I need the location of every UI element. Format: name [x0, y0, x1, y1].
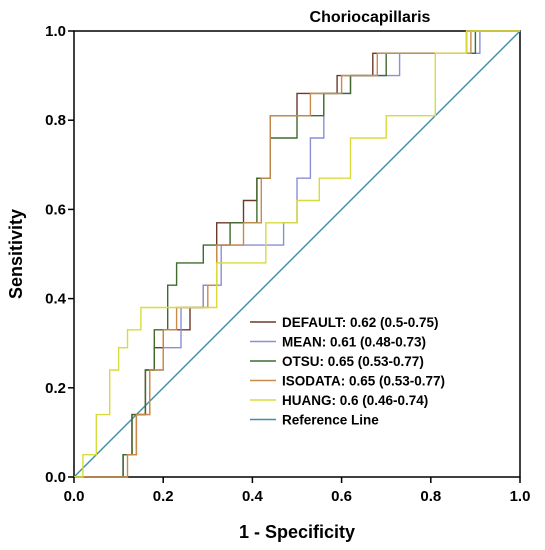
- x-tick-label: 0.8: [420, 488, 441, 505]
- y-tick-label: 0.6: [45, 201, 66, 218]
- x-axis: 0.0 0.2 0.4 0.6 0.8 1.0: [64, 477, 531, 505]
- legend-label-reference-line: Reference Line: [282, 413, 379, 428]
- series-line-reference-line: [73, 30, 521, 478]
- y-tick-label: 0.0: [45, 469, 66, 486]
- legend-label-otsu: OTSU: 0.65 (0.53-0.77): [282, 354, 424, 369]
- y-tick-label: 0.2: [45, 380, 66, 397]
- x-tick-label: 1.0: [510, 488, 531, 505]
- x-tick-label: 0.0: [64, 488, 85, 505]
- legend: DEFAULT: 0.62 (0.5-0.75) MEAN: 0.61 (0.48…: [250, 315, 445, 428]
- y-tick-label: 0.4: [45, 291, 67, 308]
- legend-label-isodata: ISODATA: 0.65 (0.53-0.77): [282, 374, 445, 389]
- series-line-isodata: [74, 30, 520, 478]
- series-layer: [73, 30, 521, 478]
- y-axis: 0.0 0.2 0.4 0.6 0.8 1.0: [45, 23, 74, 486]
- x-axis-label: 1 - Specificity: [239, 522, 355, 542]
- y-tick-label: 0.8: [45, 112, 66, 129]
- chart-title: Choriocapillaris: [310, 9, 431, 26]
- legend-label-huang: HUANG: 0.6 (0.46-0.74): [282, 393, 428, 408]
- x-tick-label: 0.4: [242, 488, 264, 505]
- series-line-huang: [74, 30, 520, 478]
- legend-label-mean: MEAN: 0.61 (0.48-0.73): [282, 335, 426, 350]
- plot-frame: [73, 30, 521, 478]
- x-tick-label: 0.2: [153, 488, 174, 505]
- series-line-otsu: [74, 30, 520, 478]
- x-tick-label: 0.6: [331, 488, 352, 505]
- y-tick-label: 1.0: [45, 23, 66, 40]
- legend-label-default: DEFAULT: 0.62 (0.5-0.75): [282, 315, 439, 330]
- y-axis-label: Sensitivity: [6, 209, 26, 299]
